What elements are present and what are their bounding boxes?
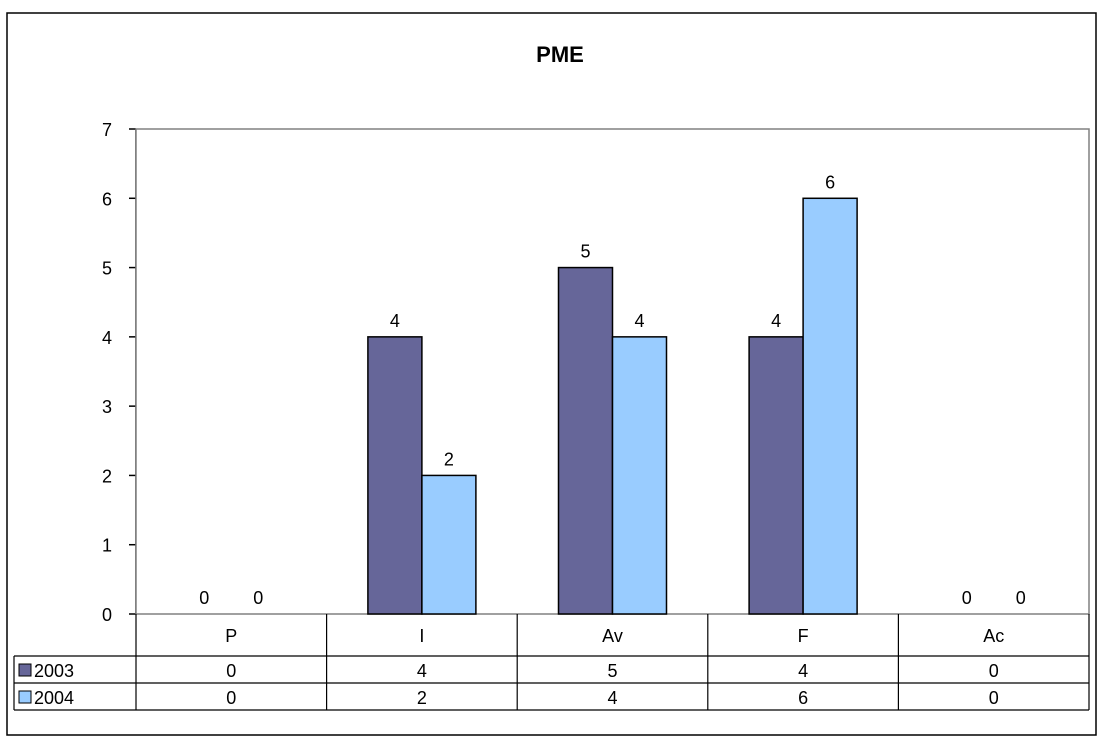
y-tick-label: 0: [102, 605, 112, 625]
category-label: Ac: [983, 626, 1004, 646]
table-cell-2003-Ac: 0: [989, 661, 999, 681]
chart-title: PME: [536, 42, 584, 67]
y-tick-label: 6: [102, 189, 112, 209]
y-tick-label: 1: [102, 536, 112, 556]
y-tick-label: 4: [102, 328, 112, 348]
series-name: 2003: [34, 661, 74, 681]
table-cell-2004-Av: 4: [607, 688, 617, 708]
data-label-2003-P: 0: [199, 588, 209, 608]
category-label: Av: [602, 626, 623, 646]
data-label-2003-I: 4: [390, 311, 400, 331]
bar-2004-Av: [611, 336, 668, 615]
table-cell-2004-P: 0: [226, 688, 236, 708]
data-label-2004-I: 2: [444, 449, 454, 469]
y-tick-label: 7: [102, 120, 112, 140]
bar-2003-Av: [557, 266, 614, 615]
table-cell-2003-P: 0: [226, 661, 236, 681]
y-tick-label: 3: [102, 397, 112, 417]
plot-area: 0 4 5 4 0 0 2 4 6 0: [135, 128, 1090, 615]
data-label-2004-F: 6: [825, 172, 835, 192]
legend-key-2003: [18, 663, 32, 677]
legend-key-2004: [18, 690, 32, 704]
data-label-2004-Ac: 0: [1016, 588, 1026, 608]
table-cell-2004-F: 6: [798, 688, 808, 708]
bar-2004-I: [421, 474, 477, 615]
category-label: I: [419, 626, 424, 646]
table-cell-2003-F: 4: [798, 661, 808, 681]
y-tick-label: 2: [102, 466, 112, 486]
data-table: P I Av F Ac 2003 0 4 5 4 0 2004 0 2 4 6 0: [13, 614, 1090, 711]
series-name: 2004: [34, 688, 74, 708]
table-cell-2004-Ac: 0: [989, 688, 999, 708]
data-label-2003-Ac: 0: [962, 588, 972, 608]
category-label: P: [225, 626, 237, 646]
bar-2004-F: [802, 197, 858, 615]
bar-2003-F: [748, 336, 804, 615]
table-cell-2003-Av: 5: [607, 661, 617, 681]
table-cell-2004-I: 2: [417, 688, 427, 708]
y-tick-label: 5: [102, 259, 112, 279]
category-label: F: [798, 626, 809, 646]
data-label-2003-Av: 5: [580, 242, 590, 262]
data-label-2004-P: 0: [253, 588, 263, 608]
table-cell-2003-I: 4: [417, 661, 427, 681]
data-label-2004-Av: 4: [634, 311, 644, 331]
data-label-2003-F: 4: [771, 311, 781, 331]
bar-2003-I: [367, 336, 423, 615]
